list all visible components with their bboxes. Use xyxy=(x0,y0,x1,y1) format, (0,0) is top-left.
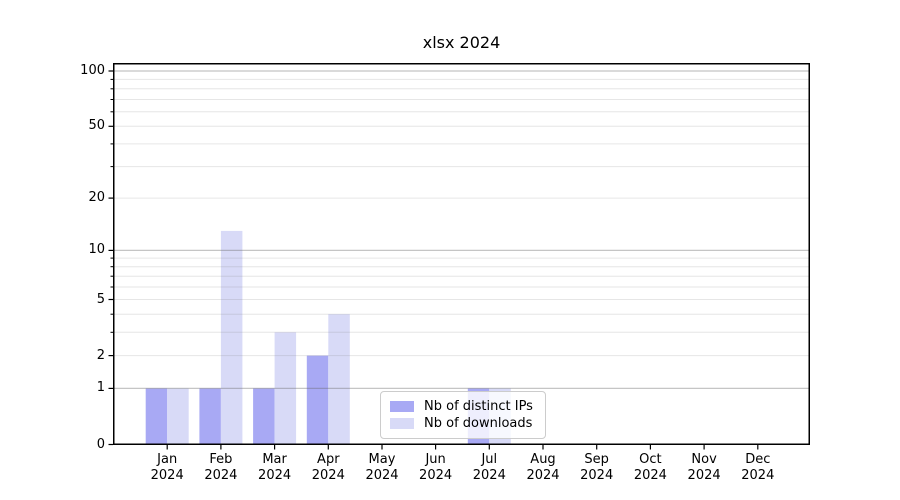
x-tick-label-nov: Nov 2024 xyxy=(672,452,736,483)
bar-distinct-ips-mar xyxy=(253,388,275,445)
x-tick-label-year: 2024 xyxy=(633,467,667,483)
x-tick-label-month: Feb xyxy=(209,452,233,467)
y-tick-label-2: 2 xyxy=(96,347,105,363)
legend: Nb of distinct IPs Nb of downloads xyxy=(380,391,546,439)
x-tick-label-apr: Apr 2024 xyxy=(296,452,360,483)
x-tick-label-year: 2024 xyxy=(150,467,184,483)
x-tick-label-year: 2024 xyxy=(741,467,775,483)
y-tick-label-5: 5 xyxy=(96,291,105,307)
bar-downloads-apr xyxy=(328,314,350,445)
x-tick-label-jan: Jan 2024 xyxy=(135,452,199,483)
legend-item-distinct-ips: Nb of distinct IPs xyxy=(389,398,537,415)
x-tick-label-sep: Sep 2024 xyxy=(565,452,629,483)
bar-distinct-ips-apr xyxy=(306,355,329,445)
legend-item-downloads: Nb of downloads xyxy=(389,415,537,432)
x-tick-label-month: Mar xyxy=(262,452,287,467)
axes-spines xyxy=(113,63,810,445)
x-tick-label-jul: Jul 2024 xyxy=(457,452,521,483)
x-tick-label-may: May 2024 xyxy=(350,452,414,483)
x-tick-label-year: 2024 xyxy=(365,467,399,483)
x-tick-label-feb: Feb 2024 xyxy=(189,452,253,483)
chart-title: xlsx 2024 xyxy=(422,33,501,52)
legend-swatch-downloads xyxy=(390,418,414,429)
x-tick-label-year: 2024 xyxy=(687,467,721,483)
y-tick-label-100: 100 xyxy=(80,63,105,78)
y-tick-label-20: 20 xyxy=(88,190,105,206)
x-tick-label-mar: Mar 2024 xyxy=(243,452,307,483)
x-tick-label-month: Jul xyxy=(481,452,498,467)
plot-area xyxy=(108,63,810,450)
legend-label-downloads: Nb of downloads xyxy=(424,416,533,431)
legend-label-distinct-ips: Nb of distinct IPs xyxy=(424,399,533,414)
bar-downloads-jan xyxy=(167,388,189,445)
legend-swatch-distinct-ips xyxy=(390,401,414,412)
x-tick-label-month: Sep xyxy=(584,452,609,467)
bar-distinct-ips-jan xyxy=(145,388,168,445)
x-tick-label-year: 2024 xyxy=(472,467,506,483)
x-tick-label-year: 2024 xyxy=(258,467,292,483)
x-tick-label-month: Dec xyxy=(745,452,771,467)
x-tick-label-oct: Oct 2024 xyxy=(618,452,682,483)
y-tick-label-10: 10 xyxy=(88,242,105,258)
x-tick-label-year: 2024 xyxy=(419,467,453,483)
x-tick-label-year: 2024 xyxy=(204,467,238,483)
x-tick-label-month: May xyxy=(368,452,396,467)
bar-downloads-feb xyxy=(220,230,243,445)
x-tick-label-month: Oct xyxy=(639,452,662,467)
x-tick-label-aug: Aug 2024 xyxy=(511,452,575,483)
bar-downloads-mar xyxy=(274,332,297,445)
x-tick-label-month: Nov xyxy=(691,452,717,467)
x-tick-label-month: Jan xyxy=(157,452,178,467)
x-tick-label-dec: Dec 2024 xyxy=(726,452,790,483)
x-tick-label-jun: Jun 2024 xyxy=(404,452,468,483)
x-tick-label-month: Aug xyxy=(530,452,556,467)
y-tick-label-50: 50 xyxy=(88,118,105,134)
bar-distinct-ips-feb xyxy=(199,388,221,445)
x-tick-label-year: 2024 xyxy=(526,467,560,483)
x-tick-label-month: Apr xyxy=(317,452,340,467)
y-tick-label-1: 1 xyxy=(96,380,105,396)
y-tick-label-0: 0 xyxy=(96,436,105,452)
x-tick-label-year: 2024 xyxy=(311,467,345,483)
x-tick-label-month: Jun xyxy=(425,452,446,467)
x-tick-label-year: 2024 xyxy=(580,467,614,483)
